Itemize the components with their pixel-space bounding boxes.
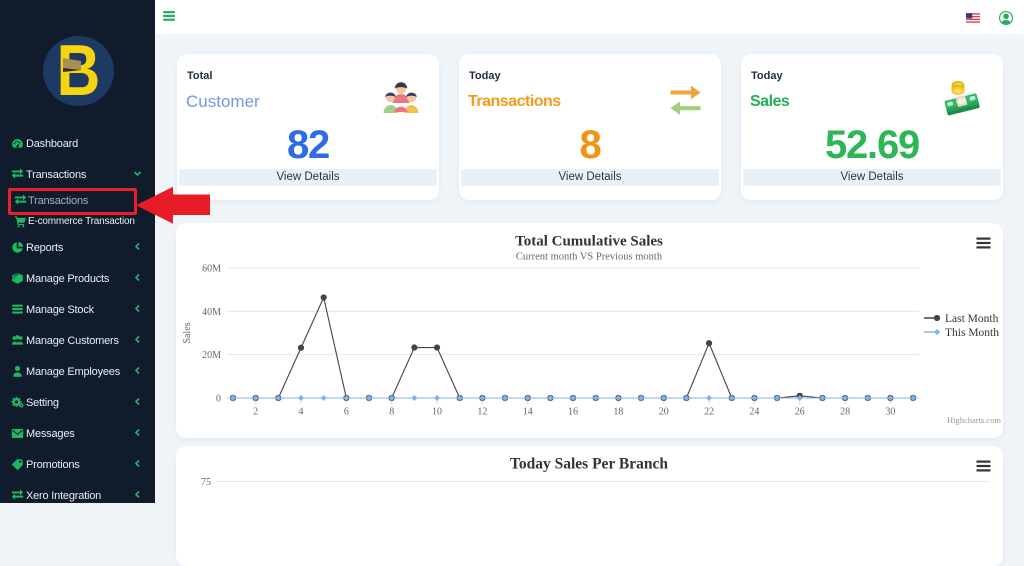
svg-text:28: 28 <box>840 407 850 418</box>
svg-text:40M: 40M <box>202 307 221 318</box>
svg-text:0: 0 <box>216 394 221 405</box>
svg-text:6: 6 <box>344 407 349 418</box>
svg-text:10: 10 <box>432 407 442 418</box>
svg-text:Today Sales Per Branch: Today Sales Per Branch <box>510 456 668 473</box>
svg-text:Total Cumulative Sales: Total Cumulative Sales <box>515 234 663 250</box>
svg-text:16: 16 <box>568 407 578 418</box>
svg-text:12: 12 <box>477 407 487 418</box>
svg-text:22: 22 <box>704 407 714 418</box>
svg-text:60M: 60M <box>202 264 221 275</box>
svg-text:30: 30 <box>885 407 895 418</box>
svg-text:2: 2 <box>253 407 258 418</box>
svg-text:14: 14 <box>523 407 533 418</box>
svg-text:Highcharts.com: Highcharts.com <box>947 415 1001 425</box>
svg-text:Last Month: Last Month <box>945 313 999 325</box>
svg-text:Current month VS Previous mont: Current month VS Previous month <box>516 252 663 263</box>
svg-text:20: 20 <box>659 407 669 418</box>
svg-text:4: 4 <box>299 407 304 418</box>
svg-text:26: 26 <box>795 407 805 418</box>
svg-text:8: 8 <box>389 407 394 418</box>
svg-text:This Month: This Month <box>945 327 999 339</box>
svg-text:18: 18 <box>613 407 623 418</box>
svg-text:75: 75 <box>201 477 211 488</box>
svg-text:20M: 20M <box>202 350 221 361</box>
svg-text:24: 24 <box>749 407 759 418</box>
svg-text:Sales: Sales <box>182 322 193 343</box>
